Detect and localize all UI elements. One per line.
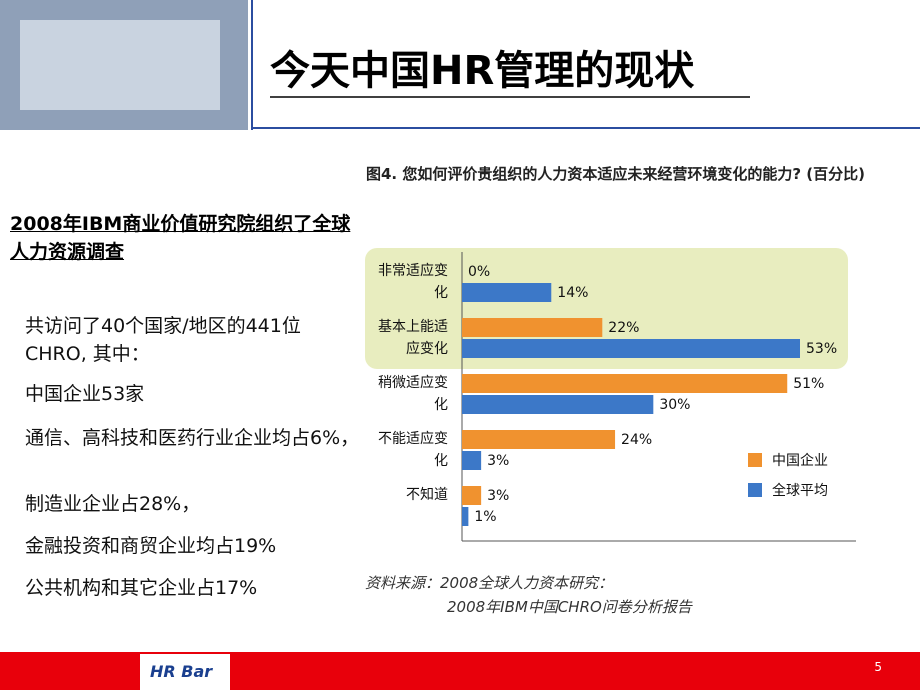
value-label: 51% [793,376,824,392]
value-label: 3% [487,488,509,504]
bullet-text: 中国企业53家 [25,383,145,405]
bar [462,283,552,302]
category-label: 非常适应变化 [378,263,448,301]
chart-title: 图4. 您如何评价贵组织的人力资本适应未来经营环境变化的能力? (百分比) [366,165,865,183]
category-label: 不能适应变化 [378,431,448,469]
left-heading: 2008年IBM商业价值研究院组织了全球人力资源调查 [10,213,351,263]
value-label: 30% [659,397,690,413]
value-label: 53% [806,341,837,357]
logo: HR Bar [150,662,213,681]
value-label: 22% [608,320,639,336]
header-photo-detail [20,20,220,110]
bullet-text: 金融投资和商贸企业均占19% [25,535,277,557]
legend-label: 中国企业 [772,453,828,469]
source-note: 2008年IBM中国CHRO问卷分析报告 [447,598,692,616]
value-label: 3% [487,453,509,469]
page-number: 5 [874,660,882,674]
footer-bar [0,652,920,690]
logo-bg [140,654,230,690]
bullet-text: 制造业企业占28%， [25,493,201,515]
bullet-text: 共访问了40个国家/地区的441位CHRO, 其中： [25,315,301,365]
highlight-box [365,248,848,369]
legend-swatch [748,483,762,497]
bar [462,395,654,414]
bar [462,374,788,393]
bullet-text: 通信、高科技和医药行业企业均占6%， [25,427,360,449]
category-label: 基本上能适应变化 [378,319,448,357]
category-label: 稍微适应变化 [378,375,448,413]
value-label: 14% [557,285,588,301]
legend-label: 全球平均 [772,483,828,499]
source-note: 资料来源：2008全球人力资本研究： [365,574,614,592]
bar [462,318,603,337]
legend-swatch [748,453,762,467]
bar [462,451,482,470]
bullet-text: 公共机构和其它企业占17% [25,577,258,599]
slide-title: 今天中国HR管理的现状 [270,48,695,94]
value-label: 1% [474,509,496,525]
bar [462,507,469,526]
bar [462,486,482,505]
bar [462,430,616,449]
category-label: 不知道 [406,487,448,503]
value-label: 24% [621,432,652,448]
bar [462,339,800,358]
value-label: 0% [468,264,490,280]
